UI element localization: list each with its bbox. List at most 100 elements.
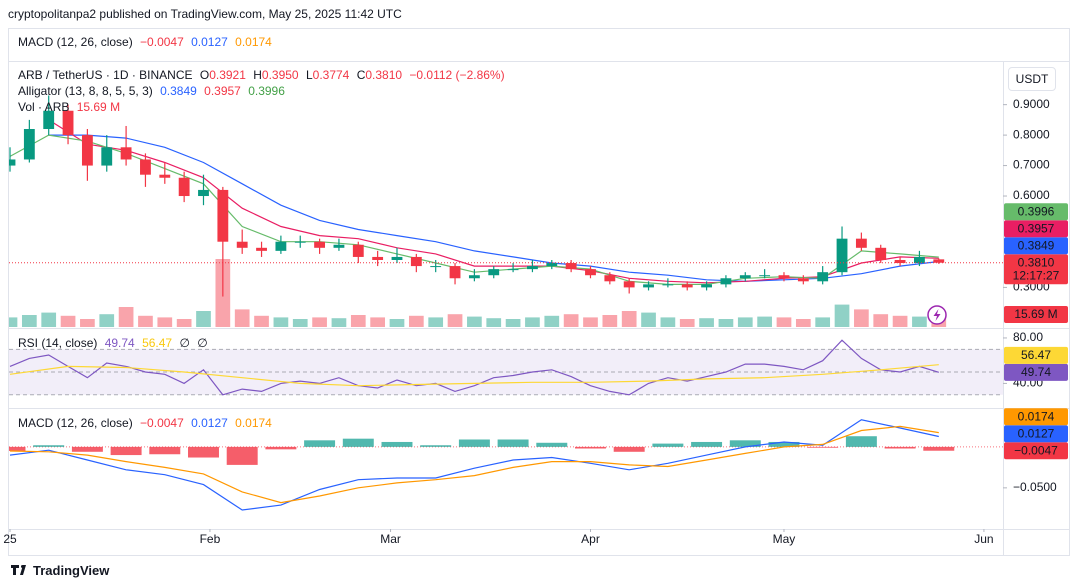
rsi-title: RSI (14, close) — [18, 336, 98, 350]
tradingview-logo — [11, 565, 26, 575]
volume-bar — [176, 319, 192, 327]
series-badge-text: 0.0174 — [1018, 409, 1055, 423]
volume-bar — [292, 319, 308, 327]
candle-body — [836, 238, 848, 273]
candle-body — [159, 174, 171, 178]
volume-bar — [196, 311, 211, 327]
candle-body — [527, 266, 538, 270]
histogram-bar — [71, 446, 103, 452]
change: −0.0112 (−2.86%) — [409, 68, 505, 82]
rsi-empty: ∅ — [197, 336, 208, 350]
candle-body — [410, 256, 422, 267]
series-badge-text: 0.3849 — [1018, 238, 1055, 252]
histogram-bar — [304, 440, 336, 447]
macd-value: 0.0127 — [191, 35, 228, 49]
macd-signal-value: 0.0174 — [235, 35, 272, 49]
volume-bar — [9, 317, 18, 327]
histogram-bar — [884, 446, 916, 449]
macd-title: MACD (12, 26, close) — [18, 416, 133, 430]
histogram-badge — [1004, 442, 1068, 460]
candle-body — [623, 281, 635, 288]
series-badge — [1004, 346, 1068, 364]
volume-bar — [563, 314, 579, 327]
volume-bar — [854, 309, 869, 327]
x-tick-label: Apr — [581, 532, 600, 546]
candle-body — [507, 269, 519, 271]
currency-button[interactable]: USDT — [1008, 67, 1056, 91]
candle-body — [62, 110, 74, 136]
histogram-bar — [613, 446, 645, 452]
candle-body — [701, 284, 713, 288]
rsi-empty: ∅ — [179, 336, 190, 350]
histogram-bar — [536, 442, 568, 447]
jaw-value: 0.3849 — [160, 84, 197, 98]
volume-bar — [795, 319, 811, 327]
candle-body — [604, 275, 616, 282]
candle-body — [101, 147, 113, 166]
histogram-bar — [33, 445, 65, 447]
histogram-bar — [420, 445, 452, 447]
volume-bar — [21, 315, 37, 327]
candle-body — [352, 244, 364, 257]
volume-bar — [776, 317, 792, 327]
price-badge-countdown: 12:17:27 — [1013, 268, 1060, 282]
x-tick-label: Feb — [200, 532, 221, 546]
candle-body — [198, 189, 209, 197]
candle-body — [333, 244, 345, 248]
series-badge — [1004, 203, 1068, 221]
alligator-legend: Alligator (13, 8, 8, 5, 5, 3) 0.3849 0.3… — [18, 84, 289, 99]
volume-bar — [428, 317, 444, 327]
y-tick-label: 0.7000 — [1013, 158, 1050, 172]
macd-hist-value: −0.0047 — [140, 416, 184, 430]
alert-icon — [927, 305, 947, 325]
histogram-bar — [768, 441, 800, 447]
volume-legend: Vol · ARB 15.69 M — [18, 100, 124, 115]
indicator-line — [9, 419, 939, 511]
macd-value: 0.0127 — [191, 416, 228, 430]
indicator-line — [48, 134, 939, 282]
indicator-line — [9, 425, 939, 504]
candle-body — [817, 272, 829, 282]
indicator-line — [9, 364, 939, 387]
candle-body — [875, 247, 887, 260]
volume-bar — [679, 319, 695, 327]
rsi-pane — [9, 339, 1003, 396]
alligator-title: Alligator (13, 8, 8, 5, 5, 3) — [18, 84, 153, 98]
volume-bar — [389, 319, 405, 327]
ohlc-key: L — [305, 68, 313, 82]
series-badge-text: 0.0127 — [1018, 426, 1055, 440]
candle-body — [720, 278, 732, 285]
candle-body — [797, 278, 809, 282]
series-badge-text: 49.74 — [1021, 365, 1051, 379]
x-tick-label: 25 — [3, 532, 17, 546]
histogram-bar — [691, 441, 723, 447]
histogram-bar — [923, 446, 955, 451]
candle-body — [449, 266, 461, 279]
histogram-bar — [149, 446, 181, 455]
histogram-bar — [458, 439, 490, 447]
series-badge-text: 56.47 — [1021, 348, 1051, 362]
y-tick-label: 0.9000 — [1013, 97, 1050, 111]
candle-body — [488, 269, 500, 276]
volume-bar — [254, 315, 269, 327]
candle-body — [430, 266, 442, 268]
volume-value: 15.69 M — [76, 100, 121, 114]
indicator-line — [48, 119, 939, 284]
rsi-value: 49.74 — [104, 336, 135, 350]
symbol-legend: ARB / TetherUS · 1D · BINANCE O0.3921 H0… — [18, 68, 509, 83]
price-pane — [9, 95, 1003, 327]
y-tick-label: 80.00 — [1013, 330, 1043, 344]
volume-bar — [447, 314, 463, 327]
ohlc-key: H — [253, 68, 262, 82]
ohlc-value: 0.3950 — [261, 68, 299, 82]
candle-body — [23, 129, 35, 160]
histogram-bar — [381, 441, 413, 447]
ohlc-key: C — [356, 68, 366, 82]
histogram-bar — [342, 438, 374, 447]
x-tick-label: Jun — [974, 532, 993, 546]
histogram-bar — [9, 446, 26, 451]
indicator-line — [9, 339, 939, 396]
volume-bar — [60, 315, 76, 327]
candle-body — [236, 241, 248, 248]
